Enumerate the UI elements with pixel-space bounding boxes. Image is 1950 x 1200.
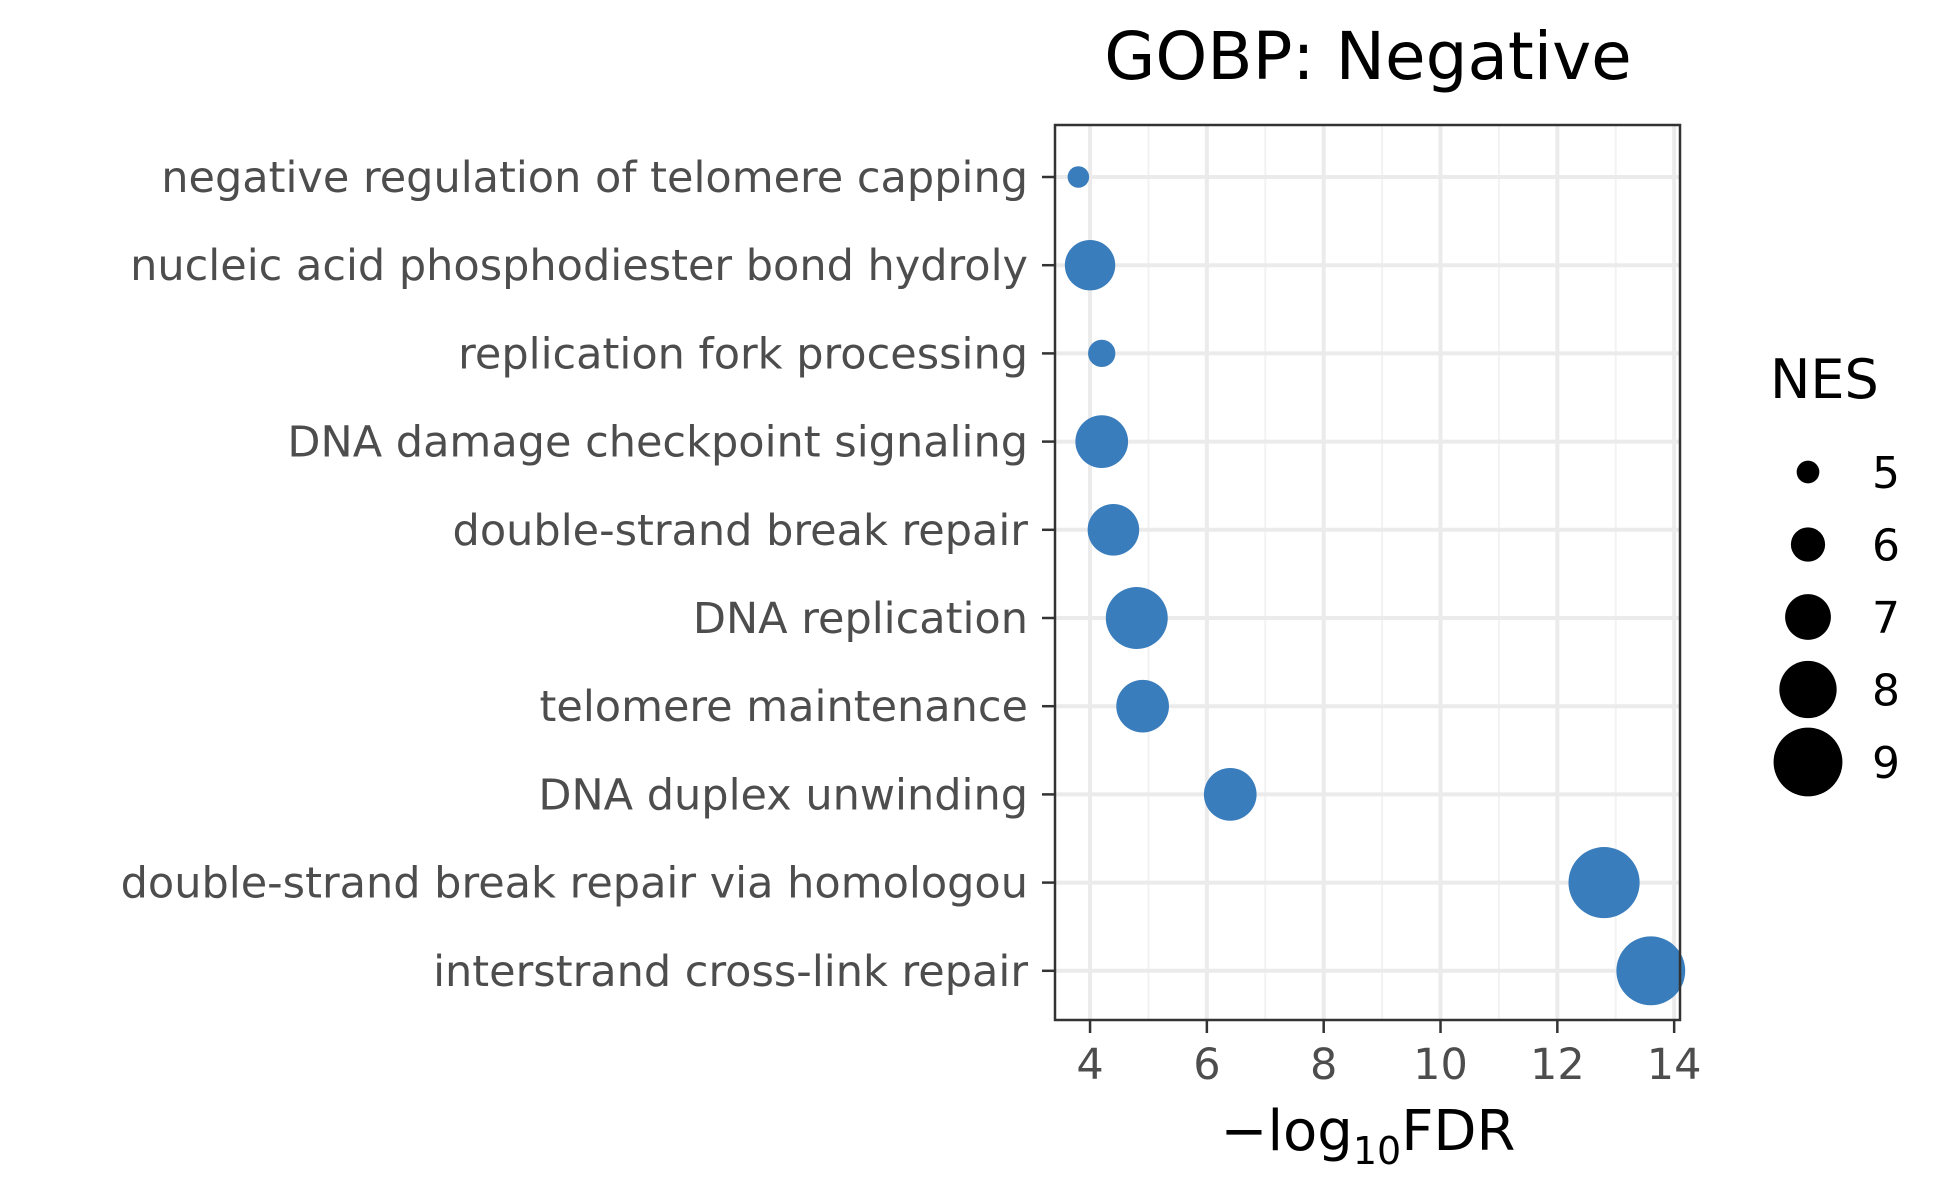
legend-label: 7 bbox=[1872, 593, 1900, 644]
y-tick-label: DNA damage checkpoint signaling bbox=[287, 418, 1028, 468]
legend-key bbox=[1796, 460, 1820, 484]
data-point bbox=[1067, 166, 1090, 188]
x-axis-title-prefix: −log bbox=[1221, 1099, 1353, 1164]
y-tick-label: negative regulation of telomere capping bbox=[161, 153, 1028, 203]
x-axis-title: −log10FDR bbox=[1221, 1099, 1516, 1173]
data-point bbox=[1203, 768, 1257, 821]
legend-key bbox=[1773, 727, 1843, 797]
y-tick-label: replication fork processing bbox=[458, 329, 1028, 379]
data-point bbox=[1568, 847, 1640, 919]
y-tick-label: nucleic acid phosphodiester bond hydroly bbox=[130, 241, 1028, 291]
legend-key bbox=[1779, 660, 1837, 719]
y-tick-label: DNA replication bbox=[693, 594, 1028, 644]
legend-label: 8 bbox=[1872, 666, 1900, 717]
y-tick-label: interstrand cross-link repair bbox=[433, 947, 1028, 997]
x-tick-label: 4 bbox=[1076, 1040, 1103, 1090]
y-tick-label: telomere maintenance bbox=[540, 682, 1028, 732]
x-tick-label: 8 bbox=[1310, 1040, 1337, 1090]
x-tick-label: 6 bbox=[1193, 1040, 1220, 1090]
data-point bbox=[1088, 339, 1116, 368]
data-point bbox=[1116, 679, 1169, 733]
legend-key bbox=[1790, 527, 1826, 562]
chart-title: GOBP: Negative bbox=[1104, 18, 1632, 95]
plot-panel-border bbox=[1053, 123, 1682, 1022]
x-axis-title-subscript: 10 bbox=[1353, 1129, 1401, 1173]
data-point bbox=[1616, 936, 1686, 1006]
legend-key bbox=[1785, 594, 1831, 640]
y-tick-label: DNA duplex unwinding bbox=[538, 770, 1028, 820]
legend-title: NES bbox=[1770, 348, 1879, 411]
size-legend: NES 5 6 7 8 9 bbox=[1770, 348, 1900, 797]
x-tick-label: 10 bbox=[1413, 1040, 1468, 1090]
data-points bbox=[1064, 166, 1686, 1006]
y-tick-label: double-strand break repair via homologou bbox=[121, 859, 1028, 909]
data-point bbox=[1064, 240, 1116, 291]
data-point bbox=[1087, 504, 1140, 556]
y-tick-label: double-strand break repair bbox=[453, 506, 1029, 556]
x-axis: 4 6 8 10 12 14 bbox=[1076, 1020, 1702, 1090]
legend-label: 6 bbox=[1872, 521, 1900, 572]
x-axis-title-suffix: FDR bbox=[1401, 1099, 1515, 1164]
legend-label: 9 bbox=[1872, 738, 1900, 789]
x-tick-label: 14 bbox=[1647, 1040, 1702, 1090]
data-point bbox=[1105, 587, 1168, 649]
x-tick-label: 12 bbox=[1530, 1040, 1585, 1090]
data-point bbox=[1075, 415, 1129, 468]
y-axis: negative regulation of telomere capping n… bbox=[121, 153, 1055, 997]
legend-label: 5 bbox=[1872, 448, 1900, 499]
